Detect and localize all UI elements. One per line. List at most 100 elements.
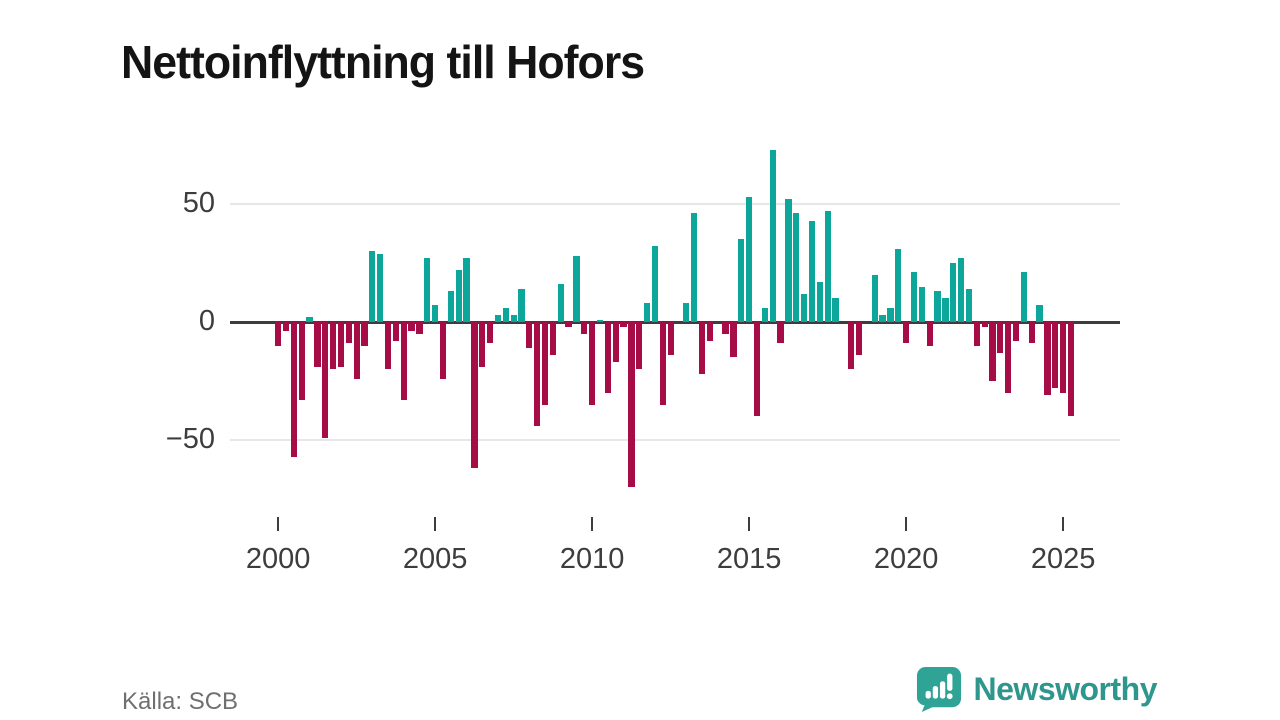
bar [282,322,290,332]
bar [432,305,439,322]
bar [643,303,651,322]
bar [494,314,502,322]
bar [1028,322,1035,344]
y-axis: 50 0 −50 [140,140,215,580]
bar [871,274,878,322]
bar [848,322,855,370]
bar [534,322,541,426]
bar [769,149,776,322]
bar [557,284,564,322]
bar [314,322,321,367]
bar [761,307,768,322]
x-tick-label: 2005 [402,543,468,575]
bar [573,255,580,322]
bar [730,322,737,358]
bar [463,258,470,322]
page-title: Nettoinflyttning till Hofors [121,35,645,88]
bar [636,322,643,370]
brand-name: Newsworthy [973,670,1158,707]
bar [738,239,745,322]
bar [950,263,957,322]
bar [596,319,604,322]
bar [298,322,305,400]
bar [651,246,659,322]
bar [926,322,933,346]
bar [361,322,368,346]
bar [353,322,360,379]
bar [604,322,611,393]
bar [793,213,800,322]
bar [549,322,557,356]
bar [518,288,525,322]
bar [502,307,509,322]
bar [965,288,973,322]
bar [541,322,549,405]
gridline [230,439,1120,441]
bar [1067,322,1075,417]
bar [589,322,596,405]
bar [1005,322,1012,393]
bar [439,322,447,379]
bar [384,322,392,370]
bar-chart: 2000 2005 2010 2015 2020 2025 [230,140,1120,580]
bar [424,258,431,322]
x-tick-label: 2000 [245,543,311,575]
bar [329,322,337,370]
bar [581,322,588,334]
bar [275,322,282,346]
x-tick-mark [276,517,280,531]
y-tick-label: 50 [182,187,215,219]
bar [800,293,808,322]
bar [1012,322,1020,341]
x-tick-mark [747,517,751,531]
bar-chart-speech-bubble-icon [916,666,961,712]
bar [345,322,352,344]
bar [659,322,666,405]
bar [455,270,462,322]
bar [746,196,753,322]
gridline [230,203,1120,205]
bar [808,220,816,322]
x-tick-label: 2015 [716,543,782,575]
bar [667,322,674,356]
bar [1036,305,1043,322]
bar [510,314,517,322]
bar [306,317,313,322]
x-tick-label: 2010 [559,543,625,575]
bar [322,322,329,438]
x-tick-label: 2020 [873,543,939,575]
x-tick-mark [433,517,437,531]
bar [683,303,690,322]
bar [887,307,894,322]
x-tick-label: 2025 [1030,543,1096,575]
bar [1060,322,1067,393]
bar [698,322,706,374]
bar [479,322,486,367]
bar [997,322,1004,353]
bar [973,322,980,346]
source-note: Källa: SCB [122,688,239,715]
y-tick-label: −50 [165,423,215,455]
bar [832,298,839,322]
bar [910,272,918,322]
bar [486,322,494,344]
bar [777,322,784,344]
x-tick-mark [590,517,594,531]
bar [565,322,572,327]
bar [895,248,902,322]
bar [400,322,407,400]
bar [1020,272,1028,322]
bar [377,253,384,322]
bar [369,251,376,322]
bar [337,322,345,367]
bar [416,322,423,334]
bar [706,322,714,341]
bar [957,258,965,322]
bar [989,322,996,381]
bar [290,322,297,457]
bar [526,322,533,348]
bar [824,211,831,322]
bar [816,281,823,322]
bar [753,322,761,417]
x-tick-mark [1061,517,1065,531]
